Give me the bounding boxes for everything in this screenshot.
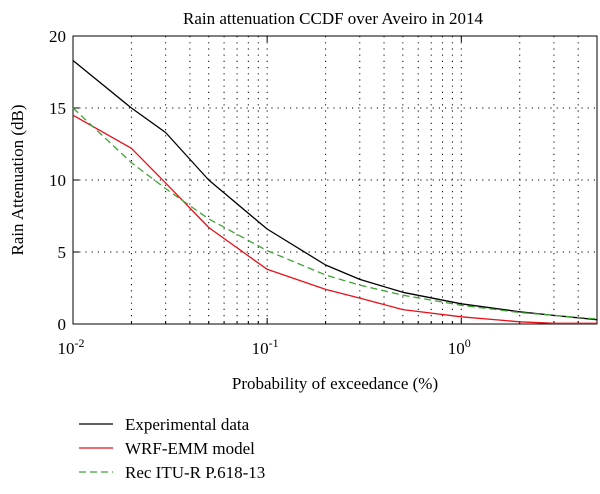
legend-label: WRF-EMM model xyxy=(125,439,255,458)
x-tick-label: 10-1 xyxy=(252,336,279,358)
y-tick-label: 0 xyxy=(58,315,67,334)
series-line-2 xyxy=(72,114,597,324)
y-tick-label: 20 xyxy=(49,27,66,46)
chart-title: Rain attenuation CCDF over Aveiro in 201… xyxy=(183,9,483,28)
axis-ticks: 0 5 10 15 20 10-2 10-1 100 xyxy=(49,27,579,358)
legend-label: Rec ITU-R P.618-13 xyxy=(125,463,265,482)
series-line-3 xyxy=(72,107,598,320)
series-lines xyxy=(72,59,598,324)
y-axis-label: Rain Attenuation (dB) xyxy=(8,104,27,255)
series-line-1 xyxy=(72,59,598,321)
x-axis-label: Probability of exceedance (%) xyxy=(232,374,438,393)
grid xyxy=(73,36,597,324)
x-tick-label: 100 xyxy=(448,336,471,358)
y-tick-label: 15 xyxy=(49,99,66,118)
x-tick-label: 10-2 xyxy=(58,336,85,358)
plot-frame xyxy=(72,35,598,325)
legend: Experimental data WRF-EMM model Rec ITU-R … xyxy=(79,415,265,482)
y-tick-label: 10 xyxy=(49,171,66,190)
legend-label: Experimental data xyxy=(125,415,250,434)
y-tick-label: 5 xyxy=(58,243,67,262)
